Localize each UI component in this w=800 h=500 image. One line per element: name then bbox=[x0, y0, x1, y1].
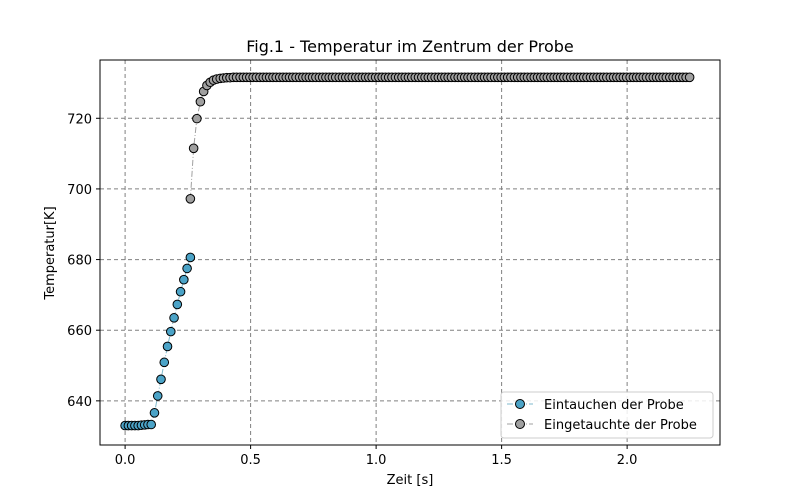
y-tick-label: 660 bbox=[67, 324, 92, 339]
chart-title: Fig.1 - Temperatur im Zentrum der Probe bbox=[246, 37, 574, 56]
eintauchen-point bbox=[175, 286, 186, 297]
x-axis-label: Zeit [s] bbox=[387, 473, 434, 488]
y-tick-label: 680 bbox=[67, 254, 92, 269]
x-tick-label: 0.0 bbox=[115, 453, 136, 468]
eingetaucht-point bbox=[185, 194, 196, 204]
eintauchen-point bbox=[179, 274, 189, 285]
legend: Eintauchen der Probe Eingetauchte der Pr… bbox=[500, 391, 714, 439]
eintauchen-point bbox=[159, 357, 170, 368]
eingetaucht-point bbox=[192, 113, 202, 124]
x-tick-label: 0.5 bbox=[240, 453, 261, 468]
eingetaucht-point bbox=[684, 72, 695, 83]
eingetaucht-path bbox=[189, 76, 690, 199]
eintauchen-point bbox=[162, 341, 173, 352]
eintauchen-point bbox=[182, 263, 192, 274]
x-axis-ticks: 0.0 0.5 1.0 1.5 2.0 bbox=[115, 445, 638, 468]
eingetaucht-point bbox=[195, 96, 206, 107]
y-axis-label: Temperatur[K] bbox=[43, 206, 58, 300]
x-tick-label: 1.0 bbox=[366, 453, 387, 468]
eintauchen-point bbox=[169, 313, 179, 323]
x-tick-label: 1.5 bbox=[491, 453, 512, 468]
y-tick-label: 700 bbox=[67, 183, 92, 198]
legend-label-eintauchen: Eintauchen der Probe bbox=[544, 398, 684, 413]
series-points-eintauchen bbox=[120, 252, 196, 431]
eintauchen-point bbox=[165, 326, 176, 337]
plot-frame bbox=[99, 59, 721, 446]
eintauchen-point bbox=[185, 252, 196, 263]
series-line-eingetaucht bbox=[189, 76, 690, 199]
series-points-eingetaucht bbox=[185, 72, 695, 204]
eingetaucht-point bbox=[188, 143, 199, 154]
legend-marker-eingetaucht bbox=[515, 419, 525, 429]
legend-box bbox=[500, 391, 714, 439]
grid bbox=[100, 60, 720, 445]
legend-label-eingetaucht: Eingetauchte der Probe bbox=[544, 418, 697, 433]
eintauchen-point bbox=[152, 391, 163, 401]
eintauchen-point bbox=[149, 408, 160, 418]
eintauchen-point bbox=[172, 299, 183, 310]
eintauchen-point bbox=[146, 419, 157, 430]
eintauchen-point bbox=[156, 374, 166, 385]
x-tick-label: 2.0 bbox=[617, 453, 638, 468]
y-tick-label: 640 bbox=[67, 395, 92, 410]
legend-marker-eintauchen bbox=[515, 399, 525, 409]
y-axis-ticks: 640 660 680 700 720 bbox=[67, 112, 100, 410]
y-tick-label: 720 bbox=[67, 112, 92, 127]
